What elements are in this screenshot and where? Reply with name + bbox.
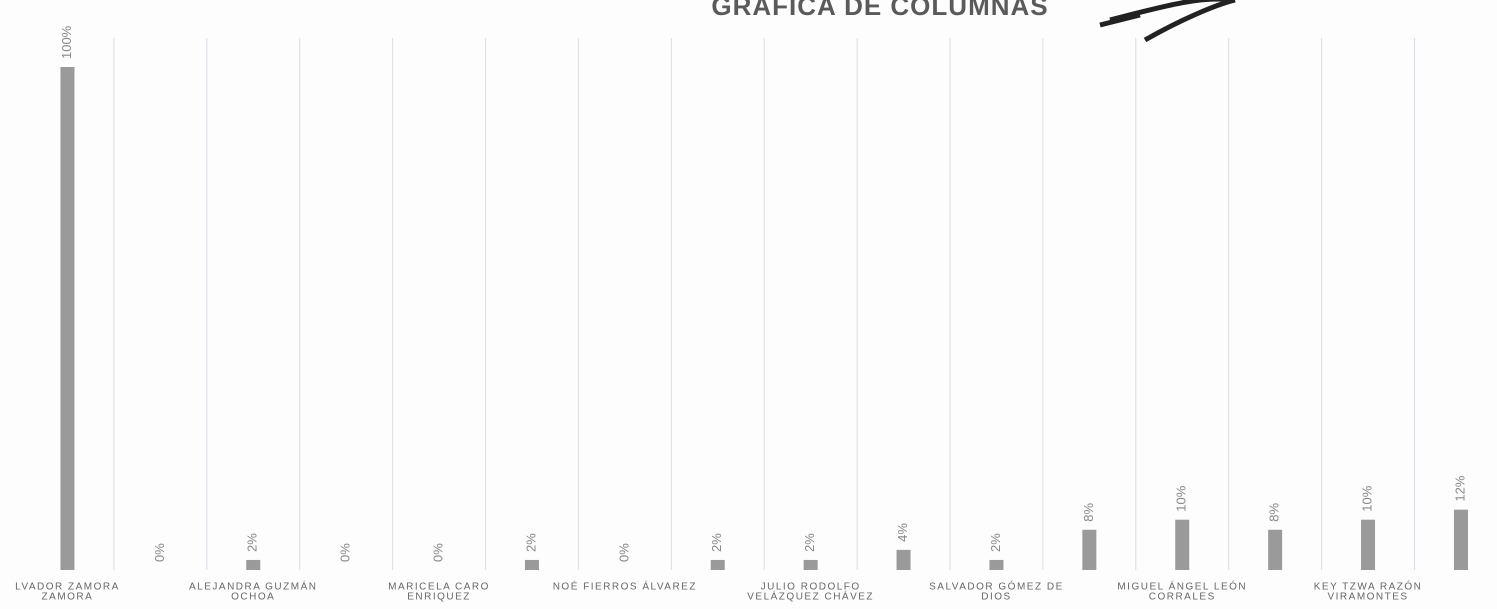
x-tick-label: MARICELA CARO <box>388 582 490 593</box>
x-tick-label: JULIO RODOLFO <box>761 582 861 593</box>
value-label: 10% <box>1174 485 1189 511</box>
bar <box>803 559 818 570</box>
bar <box>1453 509 1468 570</box>
x-tick-label: VELÁZQUEZ CHÁVEZ <box>747 590 874 603</box>
bar <box>246 559 261 570</box>
x-tick-label: KEY TZWA RAZÓN <box>1314 580 1423 593</box>
value-label: 0% <box>430 543 445 562</box>
value-label: 0% <box>338 543 353 562</box>
x-tick-label: ALEJANDRA GUZMÁN <box>189 580 317 593</box>
bar <box>989 559 1004 570</box>
bar <box>1361 519 1376 570</box>
bar <box>710 559 725 570</box>
signature <box>1099 0 1236 43</box>
x-tick-label: SALVADOR GÓMEZ DE <box>929 580 1064 593</box>
x-tick-label: VIRAMONTES <box>1327 592 1408 603</box>
value-label: 0% <box>616 543 631 562</box>
value-label: 2% <box>709 533 724 552</box>
value-label: 2% <box>523 533 538 552</box>
bar <box>896 549 911 570</box>
value-label: 10% <box>1359 485 1374 511</box>
value-label: 0% <box>152 543 167 562</box>
value-label: 100% <box>59 25 74 59</box>
value-label: 12% <box>1452 475 1467 501</box>
value-label: 2% <box>988 533 1003 552</box>
x-tick-label: ZAMORA <box>42 592 94 603</box>
x-tick-label: NOÉ FIERROS ÁLVAREZ <box>553 580 697 593</box>
x-tick-label: OCHOA <box>231 592 275 603</box>
value-label: 8% <box>1267 503 1282 522</box>
x-tick-label: DIOS <box>981 592 1011 603</box>
value-label: 4% <box>895 523 910 542</box>
value-label: 2% <box>802 533 817 552</box>
x-tick-label: LVADOR ZAMORA <box>15 582 120 593</box>
x-tick-label: MIGUEL ÁNGEL LEÓN <box>1117 580 1247 593</box>
value-label: 2% <box>245 533 260 552</box>
value-label: 8% <box>1081 503 1096 522</box>
bar <box>524 559 539 570</box>
x-tick-label: CORRALES <box>1149 592 1216 603</box>
bar <box>1082 529 1097 570</box>
chart-title: GRAFICA DE COLUMNAS <box>711 0 1048 21</box>
bar <box>1175 519 1190 570</box>
x-tick-label: ENRIQUEZ <box>407 592 471 603</box>
bar <box>1268 529 1283 570</box>
bar <box>60 67 75 570</box>
